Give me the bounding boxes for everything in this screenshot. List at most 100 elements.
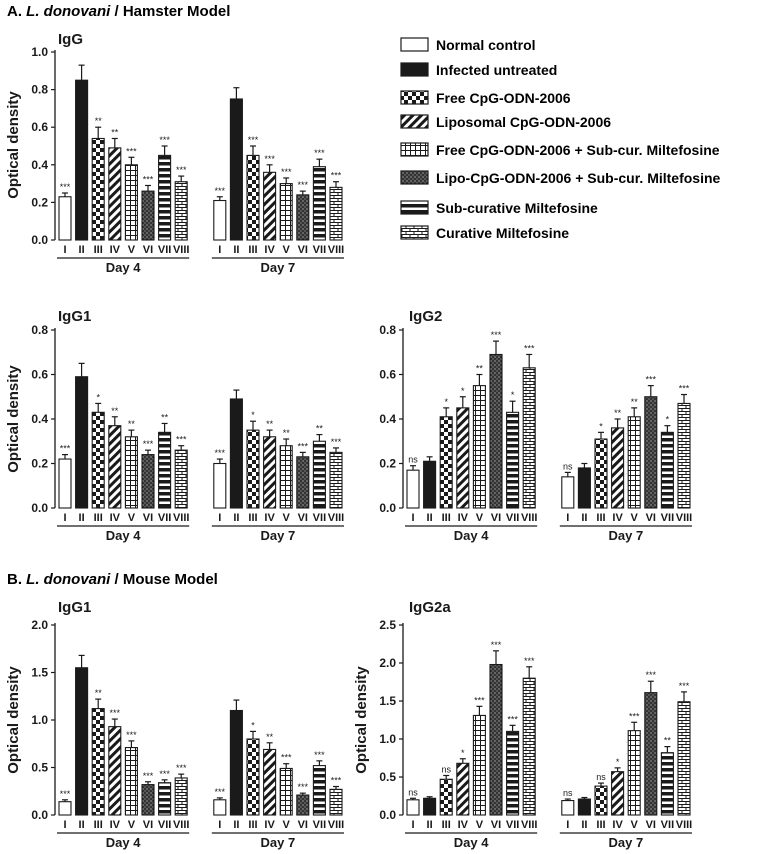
- x-tick-label: III: [94, 244, 103, 256]
- bar: [263, 748, 277, 816]
- bar: [75, 79, 89, 241]
- group-label: Day 7: [261, 835, 296, 850]
- bar: [561, 800, 575, 816]
- x-tick-label: VI: [491, 819, 501, 831]
- significance-label: ***: [143, 439, 154, 449]
- group-label: Day 4: [106, 528, 141, 543]
- significance-label: ns: [563, 788, 573, 798]
- legend-swatch: [400, 62, 429, 77]
- significance-label: ***: [491, 640, 502, 650]
- y-tick-label: 0.8: [379, 323, 396, 337]
- legend-swatch: [400, 37, 429, 52]
- significance-label: **: [316, 424, 324, 434]
- y-tick-label: 0.8: [31, 83, 48, 97]
- bar: [279, 445, 293, 509]
- bar: [577, 467, 591, 509]
- significance-label: **: [476, 364, 484, 374]
- significance-label: **: [111, 406, 119, 416]
- y-tick-label: 1.0: [31, 45, 48, 59]
- bar: [522, 677, 536, 816]
- chart-mouse-igg2a: IgG2a Optical density 0.0 0.5 1.0 1.5 2.0 2.5 ns…: [353, 599, 692, 850]
- x-tick-label: V: [128, 819, 136, 831]
- x-tick-label: III: [596, 819, 605, 831]
- group-label: Day 4: [454, 835, 489, 850]
- bar: [329, 186, 343, 241]
- y-tick-label: 0.2: [31, 457, 48, 471]
- chart-title: IgG2: [409, 308, 442, 325]
- bar: [472, 714, 486, 816]
- y-tick-label: 1.0: [379, 732, 396, 746]
- x-tick-label: IV: [264, 819, 275, 831]
- x-tick-label: III: [596, 512, 605, 524]
- legend-swatch: [400, 142, 429, 157]
- x-tick-label: I: [218, 244, 221, 256]
- bar: [611, 771, 625, 816]
- x-tick-label: IV: [612, 512, 623, 524]
- section-title-a: A. L. donovani / Hamster Model: [7, 3, 230, 20]
- bar: [263, 436, 277, 509]
- bar: [296, 794, 310, 816]
- significance-label: ***: [126, 730, 137, 740]
- legend-swatch: [400, 200, 429, 215]
- x-tick-label: VII: [313, 244, 326, 256]
- x-tick-label: VIII: [328, 819, 345, 831]
- x-tick-label: I: [566, 819, 569, 831]
- significance-label: ***: [331, 437, 342, 447]
- x-tick-label: I: [566, 512, 569, 524]
- x-tick-label: II: [427, 512, 433, 524]
- x-tick-label: VI: [646, 512, 656, 524]
- section-b-species: L. donovani: [26, 571, 111, 588]
- y-tick-label: 1.5: [31, 666, 48, 680]
- bar: [472, 385, 486, 509]
- x-tick-label: VII: [661, 512, 674, 524]
- y-tick-label: 0.6: [31, 120, 48, 134]
- significance-label: ***: [646, 375, 657, 385]
- significance-label: ***: [679, 384, 690, 394]
- significance-label: ***: [159, 769, 170, 779]
- bar: [58, 196, 72, 241]
- group-label: Day 4: [106, 835, 141, 850]
- x-tick-label: II: [233, 512, 239, 524]
- x-tick-label: II: [79, 244, 85, 256]
- x-tick-label: V: [283, 512, 291, 524]
- bar: [58, 801, 72, 816]
- significance-label: **: [128, 419, 136, 429]
- significance-label: ***: [176, 165, 187, 175]
- x-tick-label: VIII: [173, 244, 190, 256]
- bar: [439, 778, 453, 816]
- bar: [506, 411, 520, 509]
- y-tick-label: 0.5: [379, 770, 396, 784]
- x-tick-label: VI: [143, 512, 153, 524]
- x-tick-label: IV: [458, 512, 469, 524]
- x-tick-label: IV: [264, 244, 275, 256]
- x-tick-label: III: [94, 512, 103, 524]
- significance-label: **: [614, 408, 622, 418]
- x-tick-label: IV: [110, 512, 121, 524]
- bar: [213, 799, 227, 816]
- chart-title: IgG: [58, 31, 83, 48]
- x-tick-label: VII: [313, 512, 326, 524]
- bar: [439, 416, 453, 509]
- x-tick-label: II: [233, 819, 239, 831]
- bar: [594, 438, 608, 509]
- legend-item: Free CpG-ODN-2006 + Sub-cur. Miltefosine: [400, 142, 720, 158]
- bar: [611, 427, 625, 509]
- x-tick-label: III: [94, 819, 103, 831]
- significance-label: **: [161, 412, 169, 422]
- y-tick-label: 0.4: [31, 412, 48, 426]
- y-axis-label: Optical density: [353, 666, 370, 774]
- bar: [660, 752, 674, 816]
- x-tick-label: VII: [506, 512, 519, 524]
- legend-swatch: [400, 170, 429, 185]
- section-b-rest: / Mouse Model: [110, 571, 218, 588]
- x-tick-label: VII: [158, 819, 171, 831]
- legend-swatch: [400, 90, 429, 105]
- significance-label: ***: [176, 435, 187, 445]
- y-tick-label: 0.0: [379, 501, 396, 515]
- legend-label: Free CpG-ODN-2006: [436, 90, 571, 106]
- bar: [174, 181, 188, 241]
- x-tick-label: V: [128, 244, 136, 256]
- x-tick-label: IV: [612, 819, 623, 831]
